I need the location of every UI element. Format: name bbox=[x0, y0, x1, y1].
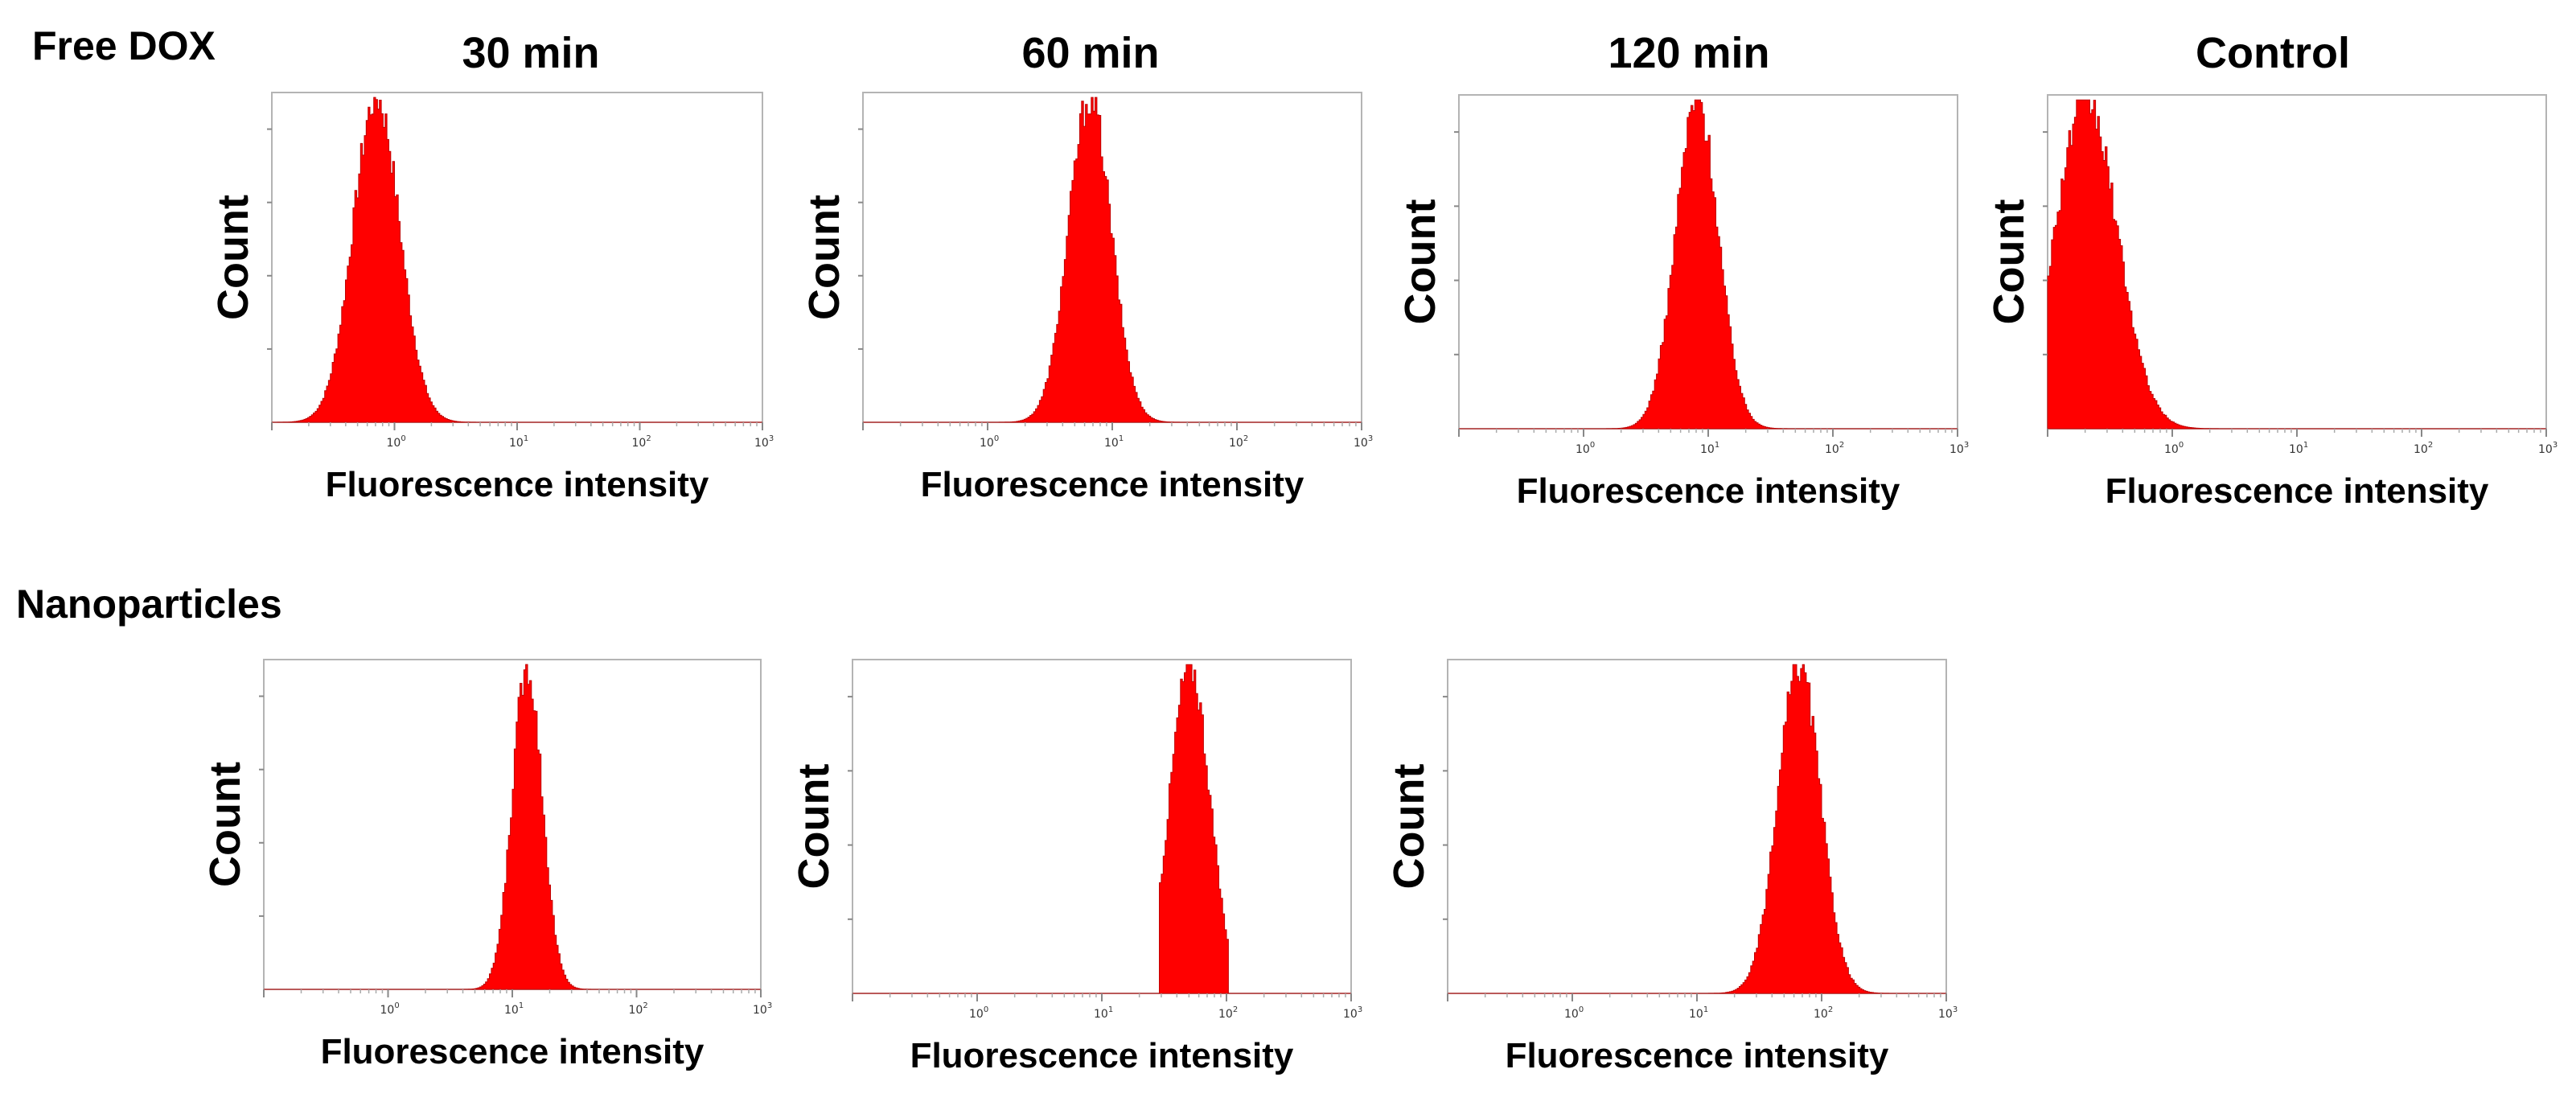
y-axis-label: Count bbox=[201, 762, 249, 887]
x-axis-label: Fluorescence intensity bbox=[1517, 471, 1900, 511]
x-tick-label: 101 bbox=[504, 1001, 524, 1017]
x-tick-label: 100 bbox=[1576, 441, 1595, 456]
column-title-control: Control bbox=[2196, 29, 2350, 77]
x-axis-label: Fluorescence intensity bbox=[1506, 1036, 1889, 1075]
histogram-distribution bbox=[1448, 664, 1946, 994]
x-tick-label: 101 bbox=[1689, 1005, 1708, 1021]
plot-frame bbox=[1447, 659, 1947, 994]
x-tick-label: 101 bbox=[1104, 434, 1124, 450]
x-tick-label: 103 bbox=[1354, 434, 1373, 450]
histogram-distribution bbox=[272, 97, 762, 423]
x-tick-label: 102 bbox=[1825, 441, 1844, 456]
x-tick-label: 101 bbox=[2289, 441, 2308, 456]
x-tick-label: 102 bbox=[1218, 1005, 1238, 1021]
x-tick-label: 102 bbox=[629, 1001, 648, 1017]
x-axis-label: Fluorescence intensity bbox=[321, 1032, 705, 1071]
x-tick-label: 100 bbox=[380, 1001, 400, 1017]
x-tick-label: 101 bbox=[1094, 1005, 1113, 1021]
x-tick-label: 103 bbox=[1938, 1005, 1958, 1021]
x-tick-label: 103 bbox=[2538, 441, 2558, 456]
histogram-distribution bbox=[1459, 99, 1958, 430]
x-tick-label: 100 bbox=[2164, 441, 2184, 456]
x-tick-label: 100 bbox=[1564, 1005, 1584, 1021]
x-tick-label: 103 bbox=[1343, 1005, 1362, 1021]
x-tick-label: 102 bbox=[2414, 441, 2433, 456]
x-axis-label: Fluorescence intensity bbox=[910, 1036, 1294, 1075]
y-axis-label: Count bbox=[790, 764, 838, 890]
x-tick-label: 103 bbox=[754, 434, 774, 450]
x-tick-label: 103 bbox=[1949, 441, 1969, 456]
histogram-distribution bbox=[853, 664, 1351, 994]
x-tick-label: 101 bbox=[1700, 441, 1719, 456]
x-tick-label: 102 bbox=[1229, 434, 1248, 450]
y-axis-label: Count bbox=[1396, 199, 1444, 325]
x-axis-label: Fluorescence intensity bbox=[921, 465, 1304, 504]
histogram-distribution bbox=[2047, 99, 2546, 430]
y-axis-label: Count bbox=[209, 195, 257, 320]
row-label-free-dox: Free DOX bbox=[32, 23, 216, 68]
x-tick-label: 103 bbox=[753, 1001, 772, 1017]
y-axis-label: Count bbox=[1985, 199, 2033, 325]
x-tick-label: 100 bbox=[387, 434, 406, 450]
column-title-60-min: 60 min bbox=[1021, 29, 1160, 77]
y-axis-label: Count bbox=[800, 195, 848, 320]
x-tick-label: 100 bbox=[969, 1005, 988, 1021]
x-tick-label: 102 bbox=[1814, 1005, 1833, 1021]
x-tick-label: 102 bbox=[632, 434, 651, 450]
x-axis-label: Fluorescence intensity bbox=[2106, 471, 2489, 511]
x-axis-label: Fluorescence intensity bbox=[326, 465, 709, 504]
column-title-30-min: 30 min bbox=[462, 29, 600, 77]
x-tick-label: 100 bbox=[980, 434, 999, 450]
histogram-distribution bbox=[264, 664, 761, 990]
y-axis-label: Count bbox=[1385, 764, 1433, 890]
column-title-120-min: 120 min bbox=[1608, 29, 1770, 77]
x-tick-label: 101 bbox=[509, 434, 528, 450]
row-label-nanoparticles: Nanoparticles bbox=[16, 582, 282, 627]
